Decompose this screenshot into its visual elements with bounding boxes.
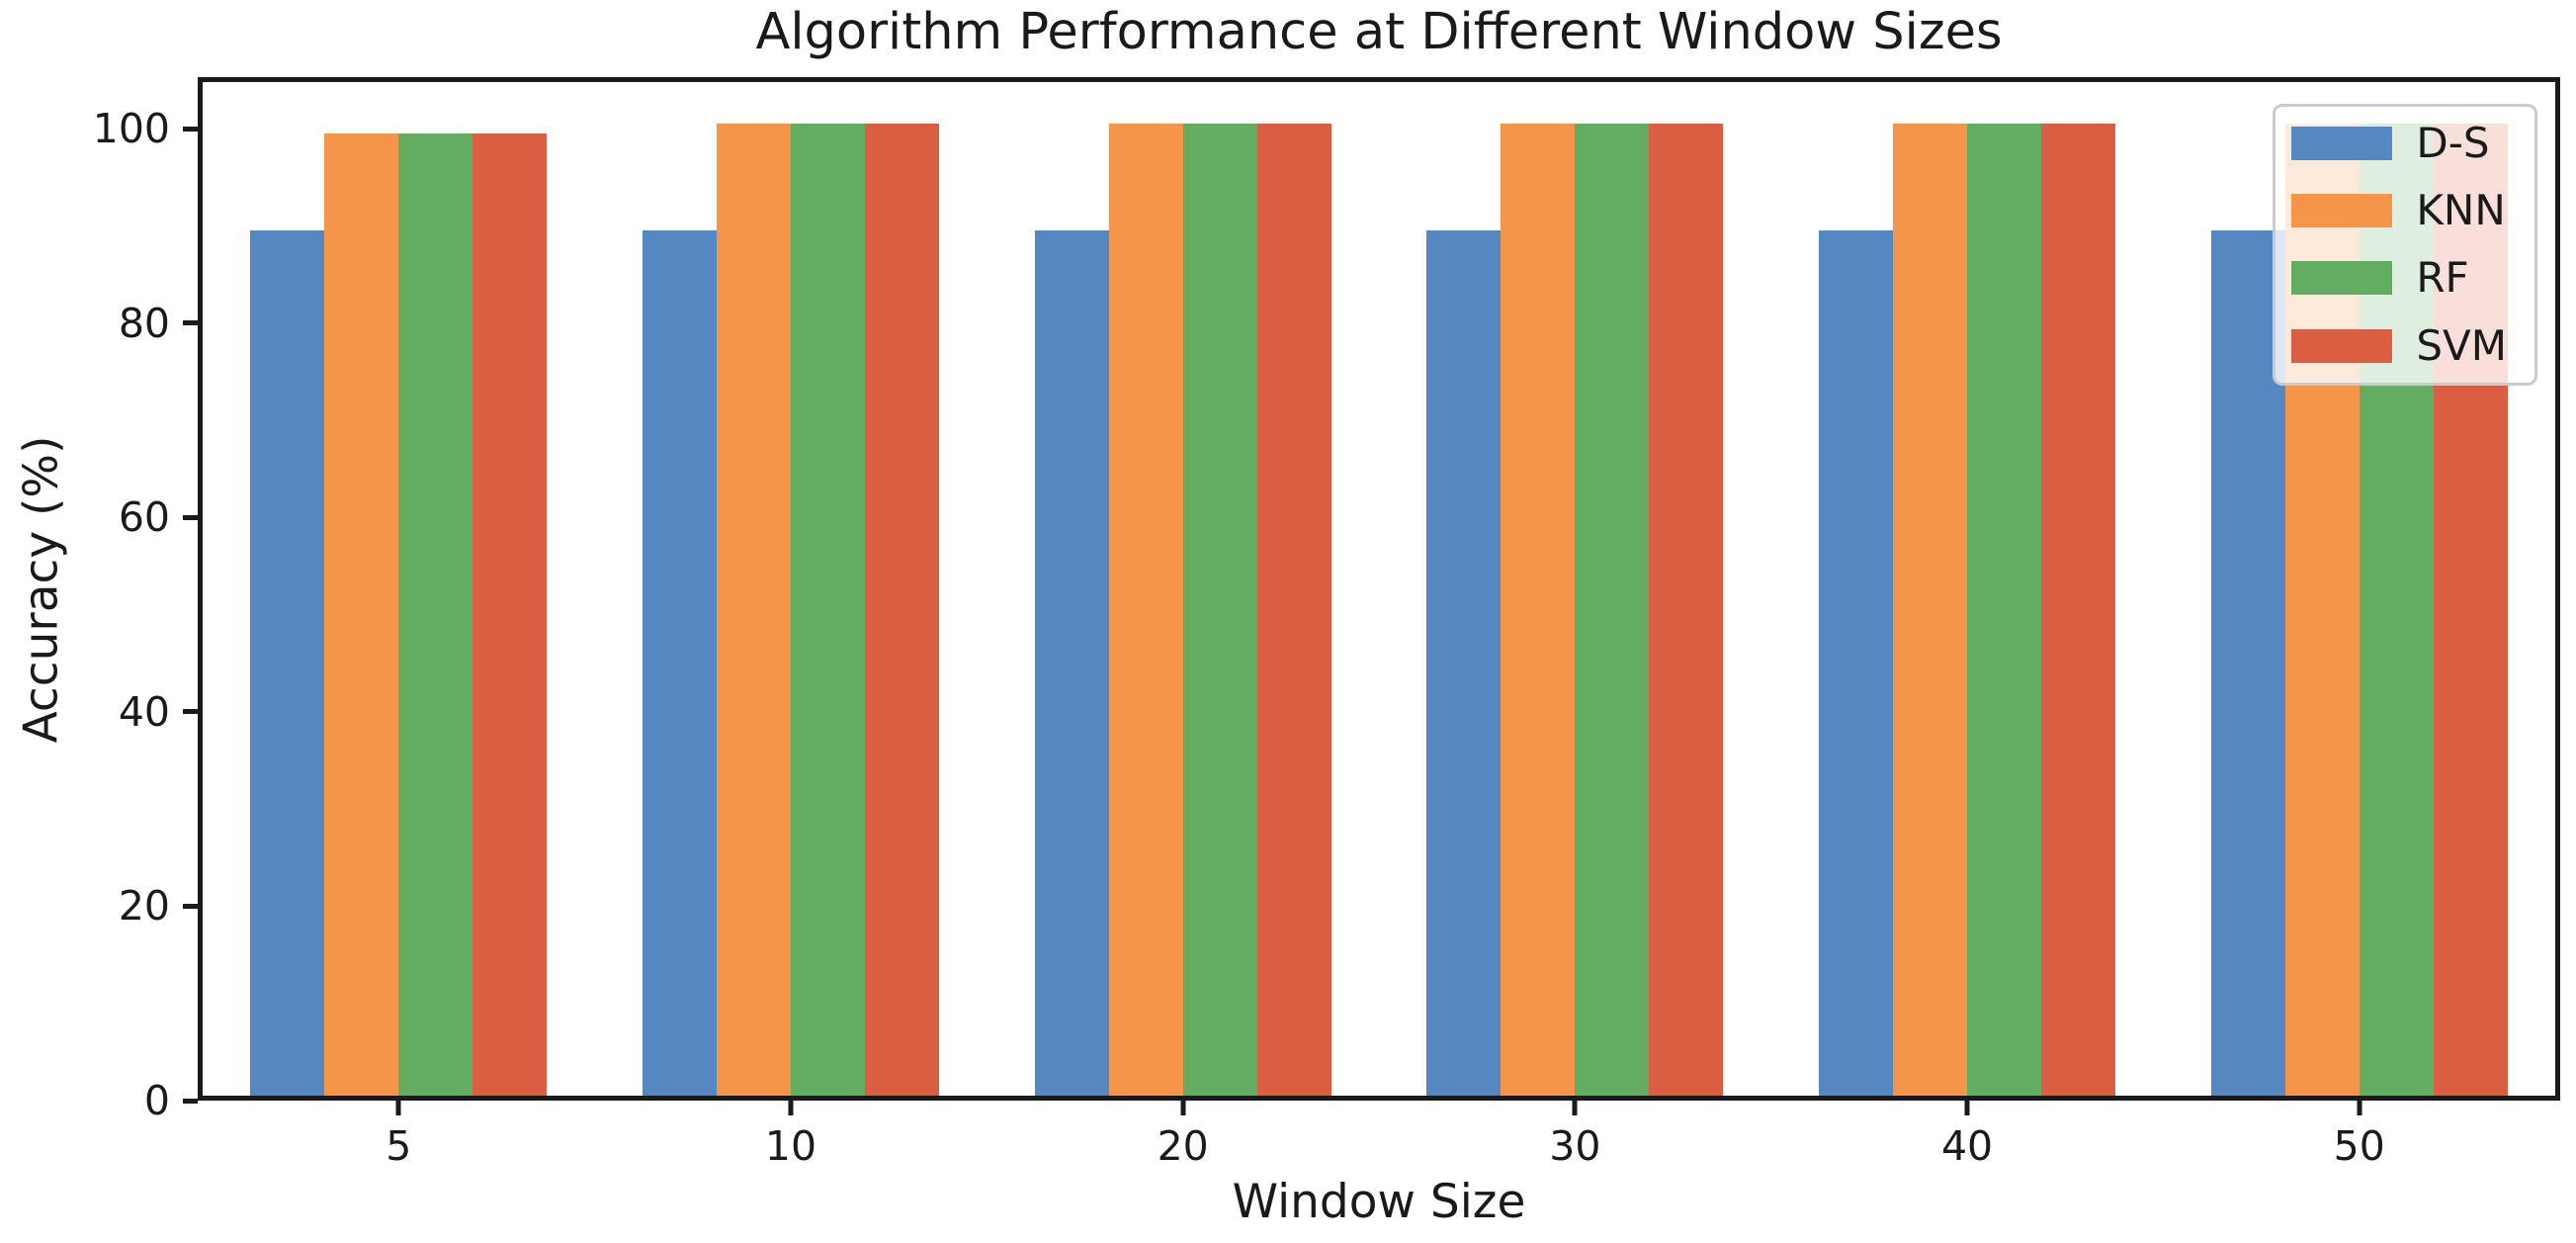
bar-rf-5	[398, 133, 473, 1096]
x-tick-mark	[788, 1101, 794, 1115]
bar-group-40: 40	[1771, 82, 2164, 1170]
y-tick-label: 80	[118, 299, 170, 347]
bar-svm-5	[472, 133, 548, 1096]
x-axis-label: Window Size	[1232, 1175, 1526, 1229]
bar-group-30: 30	[1379, 82, 1771, 1170]
bar-group-20: 20	[987, 82, 1379, 1170]
legend-item-knn: KNN	[2291, 186, 2507, 235]
bar-knn-40	[1893, 124, 1968, 1096]
legend-swatch	[2291, 194, 2393, 228]
y-tick-mark	[183, 903, 198, 909]
y-tick-mark	[183, 126, 198, 132]
bar-d-s-30	[1426, 230, 1502, 1096]
y-tick-mark	[183, 514, 198, 520]
x-tick-mark	[1180, 1101, 1186, 1115]
y-tick-label: 20	[118, 882, 170, 931]
bar-d-s-50	[2210, 230, 2285, 1096]
plot-area: 5 10 20 30 40 50 D-S KNN RF SVM	[198, 77, 2560, 1170]
x-tick-label: 50	[2333, 1122, 2385, 1170]
legend-item-d-s: D-S	[2291, 119, 2507, 167]
y-tick-label: 60	[118, 493, 170, 542]
x-tick-label: 5	[386, 1122, 412, 1170]
chart-title: Algorithm Performance at Different Windo…	[755, 3, 2003, 61]
bar-d-s-20	[1034, 230, 1109, 1096]
bar-d-s-10	[643, 230, 717, 1096]
bar-group-5: 5	[203, 82, 595, 1170]
x-tick-mark	[2357, 1101, 2362, 1115]
y-tick-label: 0	[143, 1077, 170, 1124]
legend-swatch	[2291, 328, 2393, 363]
x-tick-label: 20	[1157, 1122, 1209, 1170]
bar-group-10: 10	[595, 82, 987, 1170]
y-tick-mark	[183, 709, 198, 715]
legend-swatch	[2291, 261, 2393, 296]
bar-rf-30	[1575, 124, 1650, 1096]
bar-rf-20	[1182, 124, 1257, 1096]
x-tick-label: 40	[1940, 1122, 1994, 1170]
bar-svm-10	[865, 124, 939, 1096]
bar-knn-30	[1501, 124, 1576, 1096]
x-tick-label: 30	[1549, 1122, 1601, 1170]
bars-layer: 5 10 20 30 40 50	[203, 82, 2555, 1170]
x-tick-mark	[1572, 1101, 1578, 1115]
legend-label: SVM	[2416, 320, 2507, 370]
bar-knn-10	[717, 124, 791, 1096]
y-axis-label: Accuracy (%)	[14, 435, 69, 744]
legend-label: RF	[2416, 253, 2469, 303]
legend-item-rf: RF	[2291, 255, 2507, 301]
bar-rf-40	[1967, 124, 2042, 1096]
bar-svm-30	[1649, 124, 1724, 1096]
x-tick-mark	[1964, 1101, 1970, 1115]
bar-knn-5	[324, 133, 399, 1096]
bar-svm-20	[1256, 124, 1331, 1096]
bar-rf-10	[791, 124, 865, 1096]
x-tick-mark	[395, 1101, 401, 1115]
y-tick-label: 40	[118, 687, 170, 736]
x-tick-label: 10	[764, 1122, 817, 1170]
bar-d-s-5	[250, 230, 325, 1096]
legend-label: KNN	[2416, 186, 2506, 235]
y-tick-mark	[183, 320, 198, 326]
legend: D-S KNN RF SVM	[2273, 104, 2537, 386]
legend-label: D-S	[2416, 119, 2490, 167]
legend-swatch	[2291, 127, 2393, 161]
bar-svm-40	[2041, 124, 2116, 1096]
bar-knn-20	[1108, 124, 1183, 1096]
y-tick-label: 100	[92, 105, 170, 153]
bar-d-s-40	[1819, 230, 1894, 1096]
y-tick-mark	[183, 1098, 198, 1104]
legend-item-svm: SVM	[2291, 320, 2507, 370]
